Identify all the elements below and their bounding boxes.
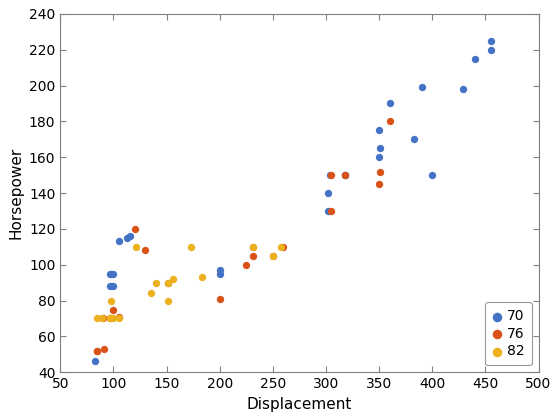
- 70: [375, 127, 384, 134]
- 70: [340, 172, 349, 178]
- 76: [248, 244, 257, 250]
- 70: [486, 37, 495, 44]
- 70: [376, 145, 385, 152]
- 76: [327, 172, 336, 178]
- 82: [114, 315, 123, 322]
- 70: [114, 238, 123, 245]
- 82: [93, 315, 102, 322]
- 70: [428, 172, 437, 178]
- 70: [109, 270, 118, 277]
- X-axis label: Displacement: Displacement: [247, 396, 352, 412]
- 82: [106, 315, 115, 322]
- 82: [107, 297, 116, 304]
- 76: [109, 306, 118, 313]
- 70: [340, 172, 349, 178]
- 76: [215, 295, 224, 302]
- 70: [486, 46, 495, 53]
- 76: [141, 247, 150, 254]
- 70: [324, 207, 333, 214]
- 70: [215, 270, 224, 277]
- 82: [106, 315, 115, 322]
- 76: [242, 261, 251, 268]
- 70: [107, 270, 116, 277]
- 70: [324, 190, 333, 197]
- 82: [186, 244, 195, 250]
- 82: [146, 290, 155, 297]
- 82: [277, 244, 286, 250]
- 76: [93, 347, 102, 354]
- 70: [106, 270, 115, 277]
- 82: [97, 315, 106, 322]
- 76: [327, 207, 336, 214]
- 76: [99, 315, 108, 322]
- 76: [340, 172, 349, 178]
- 82: [169, 276, 178, 282]
- 82: [163, 297, 172, 304]
- 76: [114, 313, 123, 320]
- 76: [268, 252, 277, 259]
- 76: [385, 118, 394, 125]
- 76: [375, 181, 384, 187]
- 70: [91, 358, 100, 365]
- 76: [106, 315, 115, 322]
- 70: [215, 267, 224, 273]
- 82: [197, 274, 206, 281]
- 82: [151, 279, 160, 286]
- 76: [248, 252, 257, 259]
- Legend: 70, 76, 82: 70, 76, 82: [485, 302, 531, 365]
- 82: [163, 279, 172, 286]
- 70: [470, 55, 479, 62]
- 76: [93, 347, 102, 354]
- 70: [410, 136, 419, 143]
- 70: [126, 233, 135, 239]
- 70: [385, 100, 394, 107]
- 76: [376, 168, 385, 175]
- 82: [131, 244, 140, 250]
- 70: [459, 86, 468, 92]
- 70: [106, 283, 115, 290]
- 70: [109, 283, 118, 290]
- 82: [109, 315, 118, 322]
- 70: [123, 234, 132, 241]
- 82: [268, 252, 277, 259]
- 76: [163, 279, 172, 286]
- 70: [375, 154, 384, 160]
- Y-axis label: Horsepower: Horsepower: [8, 147, 24, 239]
- 76: [130, 226, 139, 232]
- 70: [417, 84, 426, 91]
- 70: [326, 172, 335, 178]
- 76: [279, 244, 288, 250]
- 76: [99, 346, 108, 352]
- 82: [248, 244, 257, 250]
